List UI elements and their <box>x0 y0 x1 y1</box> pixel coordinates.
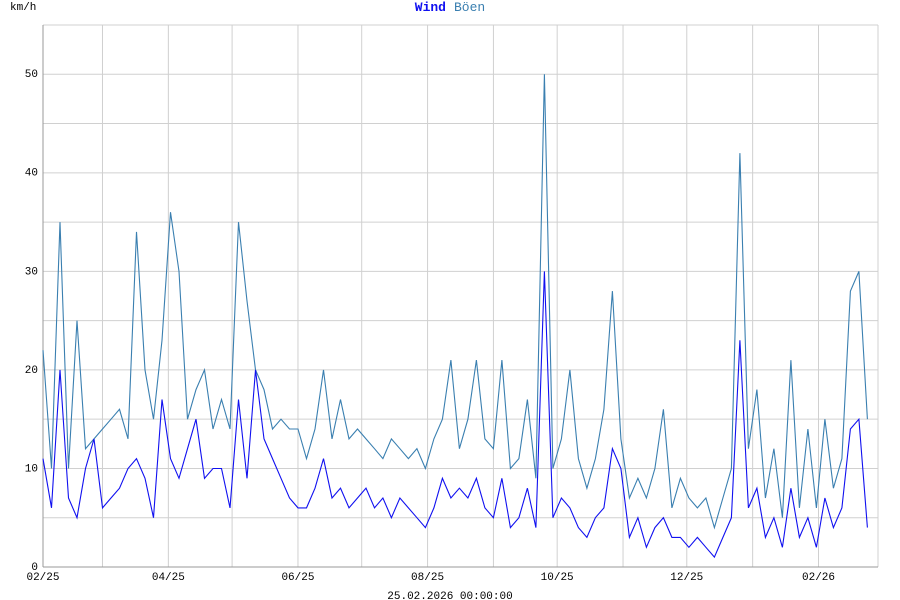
legend: Wind Böen <box>415 0 485 15</box>
x-tick-label: 12/25 <box>670 572 703 584</box>
y-axis-label: km/h <box>10 2 36 14</box>
footer: 25.02.2026 00:00:00 <box>387 591 512 600</box>
legend-entry: Böen <box>454 0 485 15</box>
legend: Wind Böen <box>415 0 485 15</box>
x-tick-label: 04/25 <box>152 572 185 584</box>
x-tick-label: 08/25 <box>411 572 444 584</box>
line-series <box>42 271 868 559</box>
y-tick-label: 20 <box>25 365 38 377</box>
y-tick-label: 30 <box>25 266 38 278</box>
y-tick-label: 10 <box>25 463 38 475</box>
line-series <box>42 74 868 530</box>
y-tick-label: 40 <box>25 168 38 180</box>
y-tick-label: 50 <box>25 69 38 81</box>
x-tick-label: 10/25 <box>541 572 574 584</box>
x-tick-label: 06/25 <box>281 572 314 584</box>
x-tick-label: 02/26 <box>802 572 835 584</box>
x-tick-label: 02/25 <box>26 572 59 584</box>
legend-entry: Wind <box>415 0 446 15</box>
y-tick-label: 0 <box>31 562 38 574</box>
